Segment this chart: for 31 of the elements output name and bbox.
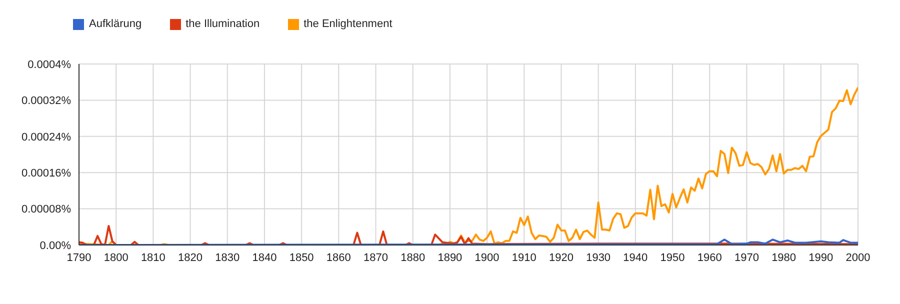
x-tick-label: 1980 [772, 252, 796, 264]
x-tick-label: 1920 [548, 252, 574, 264]
x-tick-label: 1930 [586, 252, 611, 264]
x-tick-label: 1950 [660, 252, 685, 264]
x-tick-label: 1960 [697, 252, 722, 264]
x-tick-label: 1940 [623, 252, 648, 264]
x-tick-label: 1900 [474, 252, 500, 264]
y-tick-label: 0.00032% [21, 95, 72, 108]
legend-label: the Illumination [184, 18, 260, 30]
x-tick-label: 1820 [178, 252, 203, 264]
x-tick-label: 1880 [400, 252, 426, 264]
y-tick-label: 0.00% [40, 240, 72, 252]
y-tick-label: 0.00024% [21, 131, 72, 144]
y-tick-label: 0.0004% [28, 58, 72, 71]
x-tick-label: 1850 [289, 252, 314, 264]
x-tick-label: 1870 [364, 252, 388, 264]
x-tick-label: 1840 [252, 252, 277, 264]
legend-label: the Enlightenment [302, 18, 392, 30]
x-tick-label: 1860 [326, 252, 351, 264]
x-tick-label: 1800 [104, 252, 128, 264]
legend-label: Aufklärung [88, 18, 142, 30]
x-tick-label: 1970 [734, 252, 759, 264]
y-tick-label: 0.00016% [21, 168, 72, 180]
x-tick-label: 2000 [846, 252, 870, 264]
x-tick-label: 1810 [140, 252, 166, 264]
x-tick-label: 1790 [66, 252, 92, 264]
x-tick-label: 1890 [438, 252, 462, 264]
x-tick-label: 1830 [215, 252, 240, 264]
y-tick-label: 0.00008% [21, 204, 72, 216]
x-tick-label: 1910 [512, 252, 536, 264]
x-tick-label: 1990 [808, 252, 834, 264]
